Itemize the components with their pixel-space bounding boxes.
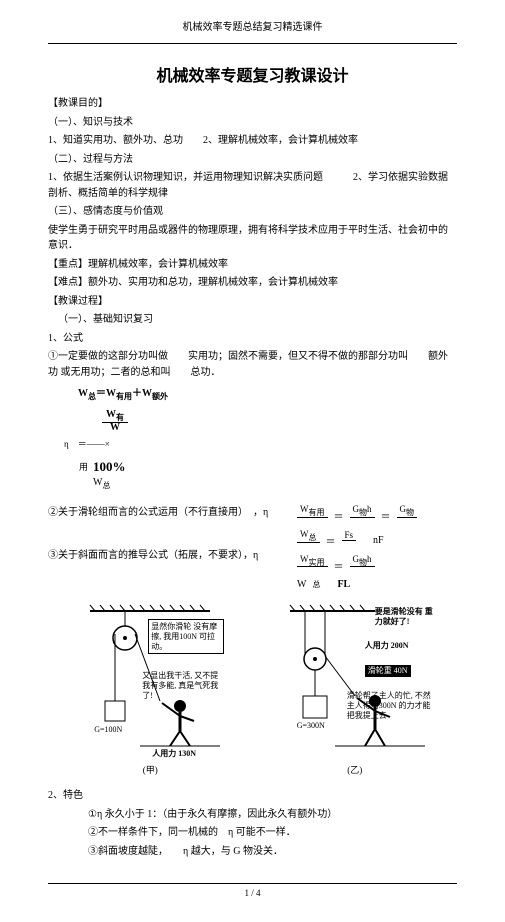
p2: 1、依据生活案例认识物理知识，并运用物理知识解决实质问题 2、学习依据实验数据剖… xyxy=(48,170,457,201)
main-title: 机械效率专题复习教课设计 xyxy=(48,62,457,86)
f1: ①一定要做的这部分功叫做 实用功；固然不需要，但又不得不做的那部分功叫 额外功 … xyxy=(48,349,457,380)
difficulty: 【难点】额外功、实用功和总功，理解机械效率，会计算机械效率 xyxy=(48,275,457,291)
derived-equations: W有用 ＝ G物h ＝ G物 W总 ＝ Fs nF W实用 ＝ G物h W总 xyxy=(297,502,457,593)
t2: ②不一样条件下，同一机械的 η 可能不一样． xyxy=(88,825,457,841)
divider-bottom xyxy=(48,883,457,884)
keypoint: 【重点】理解机械效率，会计算机械效率 xyxy=(48,257,457,273)
f2: ②关于滑轮组而言的公式运用（不行直接用） ，η xyxy=(48,505,285,521)
equation-total-work: W总＝W有用＋W额外 xyxy=(78,384,457,402)
sec1: （一）、知识与技术 xyxy=(48,115,457,131)
formula-label: 1、公式 xyxy=(48,331,457,347)
p3: 使学生勇于研究平时用品或器件的物理原理，拥有将科学技术应用于平时生活、社会初中的… xyxy=(48,223,457,254)
p1: 1、知道实用功、额外功、总功 2、理解机械效率，会计算机械效率 xyxy=(48,133,457,149)
review-label: （一）、基础知识复习 xyxy=(58,312,457,328)
eta-fraction-1: W有 W xyxy=(78,406,457,435)
divider-top xyxy=(48,43,457,44)
sec2: （二）、过程与方法 xyxy=(48,152,457,168)
diagram-yi: 要是滑轮没有 重力就好了! 人用力 200N 滑轮重 40N 滑轮帮了主人的忙,… xyxy=(275,601,435,776)
t1: ①η 永久小于 1：（由于永久有摩擦，因此永久有额外功） xyxy=(88,807,457,823)
f3: ③关于斜面而言的推导公式（拓展，不要求），η xyxy=(48,548,285,564)
objective-label: 【教课目的】 xyxy=(48,96,457,112)
top-header: 机械效率专题总结复习精选课件 xyxy=(48,18,457,33)
sec3: （三）、感情态度与价值观 xyxy=(48,204,457,220)
tese-label: 2、特色 xyxy=(48,788,457,804)
diagram-jia: 显然你滑轮 没有摩擦, 我用100N 可拉动。 又显出我干活, 又不提我有多能,… xyxy=(70,601,230,776)
page-number: 1 / 4 xyxy=(48,888,457,898)
eta-row: η ＝——× xyxy=(64,438,457,452)
process-label: 【教课过程】 xyxy=(48,294,457,310)
t3: ③斜面坡度越陡， η 越大，与 G 物没关． xyxy=(88,844,457,860)
percent-block: 用 100% W总 xyxy=(78,458,457,492)
